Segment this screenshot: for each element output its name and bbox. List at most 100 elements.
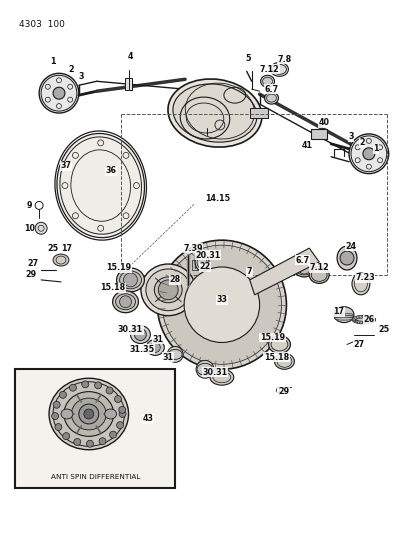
Text: 36: 36 xyxy=(105,166,116,175)
Circle shape xyxy=(340,251,354,265)
Ellipse shape xyxy=(372,318,376,321)
Text: 22: 22 xyxy=(200,262,211,271)
Text: 15.18: 15.18 xyxy=(264,353,289,362)
Circle shape xyxy=(135,328,146,341)
Text: 27: 27 xyxy=(28,259,39,268)
Circle shape xyxy=(167,346,183,362)
Ellipse shape xyxy=(309,266,329,284)
Ellipse shape xyxy=(168,79,262,147)
Ellipse shape xyxy=(362,315,366,318)
Text: 7.8: 7.8 xyxy=(277,55,292,64)
Text: 40: 40 xyxy=(319,118,330,127)
Ellipse shape xyxy=(335,313,353,316)
Ellipse shape xyxy=(271,62,288,76)
Circle shape xyxy=(82,381,89,388)
Circle shape xyxy=(39,74,79,113)
Ellipse shape xyxy=(261,75,275,87)
Circle shape xyxy=(35,222,47,234)
Ellipse shape xyxy=(352,318,356,321)
Text: 31.35: 31.35 xyxy=(130,345,155,354)
Ellipse shape xyxy=(311,269,327,281)
Ellipse shape xyxy=(356,320,360,324)
Circle shape xyxy=(74,439,81,446)
Circle shape xyxy=(349,134,389,174)
Text: 5: 5 xyxy=(245,54,251,63)
Circle shape xyxy=(86,440,93,447)
Text: 9: 9 xyxy=(27,201,32,210)
Circle shape xyxy=(157,240,286,369)
Circle shape xyxy=(110,431,117,438)
Ellipse shape xyxy=(49,378,129,450)
Circle shape xyxy=(124,273,137,287)
Text: 7.39: 7.39 xyxy=(183,244,203,253)
Circle shape xyxy=(117,422,124,429)
Bar xyxy=(311,129,327,139)
Circle shape xyxy=(184,267,259,343)
Ellipse shape xyxy=(53,254,69,266)
Ellipse shape xyxy=(141,264,195,316)
Circle shape xyxy=(79,404,99,424)
Circle shape xyxy=(196,360,214,378)
Ellipse shape xyxy=(359,321,363,324)
Ellipse shape xyxy=(337,246,357,270)
Ellipse shape xyxy=(195,253,209,271)
Ellipse shape xyxy=(368,320,372,324)
Circle shape xyxy=(120,296,131,308)
Ellipse shape xyxy=(71,398,106,430)
Polygon shape xyxy=(250,248,319,295)
Ellipse shape xyxy=(105,409,117,419)
Text: 6.7: 6.7 xyxy=(295,255,309,264)
Text: 4303  100: 4303 100 xyxy=(19,20,65,29)
Ellipse shape xyxy=(120,271,142,289)
Circle shape xyxy=(106,387,113,394)
Ellipse shape xyxy=(268,336,290,353)
Ellipse shape xyxy=(334,306,354,322)
Circle shape xyxy=(69,384,76,391)
Ellipse shape xyxy=(115,294,135,310)
Text: 3: 3 xyxy=(348,132,354,141)
Circle shape xyxy=(151,343,160,352)
Text: 43: 43 xyxy=(143,415,154,423)
Text: 41: 41 xyxy=(302,141,313,150)
Text: 15.19: 15.19 xyxy=(260,333,285,342)
Text: 33: 33 xyxy=(216,295,227,304)
Text: 20.31: 20.31 xyxy=(195,251,221,260)
Circle shape xyxy=(53,87,65,99)
Text: 26: 26 xyxy=(363,315,375,324)
Ellipse shape xyxy=(117,268,144,292)
Text: 2: 2 xyxy=(359,139,365,147)
Circle shape xyxy=(119,410,126,417)
Ellipse shape xyxy=(264,92,279,104)
Text: 24: 24 xyxy=(346,241,357,251)
Text: 15.18: 15.18 xyxy=(100,284,125,293)
Text: 1: 1 xyxy=(373,144,379,154)
Circle shape xyxy=(363,148,375,160)
Ellipse shape xyxy=(353,319,357,322)
Ellipse shape xyxy=(356,316,360,319)
Ellipse shape xyxy=(146,340,164,356)
Text: 31: 31 xyxy=(163,353,174,362)
Text: 7.23: 7.23 xyxy=(355,273,375,282)
Ellipse shape xyxy=(154,277,182,303)
Ellipse shape xyxy=(362,321,366,324)
Text: 37: 37 xyxy=(60,161,71,170)
Text: 15.19: 15.19 xyxy=(106,263,131,272)
Text: ANTI SPIN DIFFERENTIAL: ANTI SPIN DIFFERENTIAL xyxy=(51,473,140,480)
Text: 7.12: 7.12 xyxy=(259,65,279,74)
Ellipse shape xyxy=(64,392,113,437)
Circle shape xyxy=(158,280,178,300)
Text: 3: 3 xyxy=(78,72,84,81)
Text: 7.12: 7.12 xyxy=(309,263,329,272)
Circle shape xyxy=(55,424,62,431)
Text: 30.31: 30.31 xyxy=(202,368,228,377)
Ellipse shape xyxy=(275,353,295,369)
Bar xyxy=(124,78,133,90)
Ellipse shape xyxy=(335,317,353,320)
Ellipse shape xyxy=(131,326,151,343)
Ellipse shape xyxy=(353,317,357,320)
Circle shape xyxy=(99,438,106,445)
Ellipse shape xyxy=(61,409,73,419)
Text: 29: 29 xyxy=(278,386,289,395)
Ellipse shape xyxy=(146,269,191,311)
Circle shape xyxy=(60,391,67,398)
